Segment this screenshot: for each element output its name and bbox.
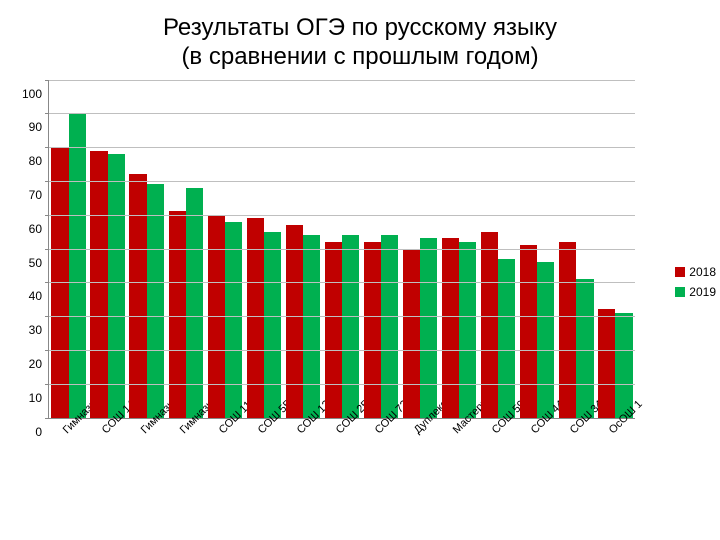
bar-2018 (286, 225, 303, 418)
legend-label: 2018 (689, 265, 716, 279)
y-tick-label: 70 (0, 188, 42, 202)
y-tick-mark (45, 350, 49, 351)
gridline (49, 215, 635, 216)
legend-item: 2019 (675, 285, 716, 299)
bar-2018 (520, 245, 537, 417)
bar-2018 (364, 242, 381, 418)
bar-2019 (147, 184, 164, 417)
bar-2019 (342, 235, 359, 418)
chart-area: Гимназия 4СОШ 146Гимназия 10Гимназия 31С… (0, 80, 720, 538)
y-tick-label: 10 (0, 391, 42, 405)
bar-2019 (108, 154, 125, 418)
y-tick-mark (45, 215, 49, 216)
legend-swatch (675, 287, 685, 297)
bar-2018 (129, 174, 146, 417)
bar-2018 (481, 232, 498, 418)
bar-2018 (403, 249, 420, 418)
y-tick-mark (45, 113, 49, 114)
legend-item: 2018 (675, 265, 716, 279)
y-tick-label: 80 (0, 154, 42, 168)
plot-area: Гимназия 4СОШ 146Гимназия 10Гимназия 31С… (48, 80, 635, 419)
y-tick-mark (45, 181, 49, 182)
bar-2019 (420, 238, 437, 417)
bar-2019 (537, 262, 554, 417)
bar-2019 (576, 279, 593, 418)
y-tick-label: 100 (0, 87, 42, 101)
bar-2018 (559, 242, 576, 418)
y-tick-mark (45, 80, 49, 81)
y-tick-mark (45, 418, 49, 419)
chart-title: Результаты ОГЭ по русскому языку (в срав… (0, 0, 720, 72)
bar-2019 (303, 235, 320, 418)
gridline (49, 282, 635, 283)
y-tick-mark (45, 249, 49, 250)
y-tick-label: 90 (0, 120, 42, 134)
bar-2019 (381, 235, 398, 418)
gridline (49, 80, 635, 81)
y-tick-mark (45, 384, 49, 385)
legend-swatch (675, 267, 685, 277)
y-tick-label: 40 (0, 289, 42, 303)
bar-2019 (69, 113, 86, 417)
legend-label: 2019 (689, 285, 716, 299)
bar-2018 (90, 151, 107, 418)
gridline (49, 350, 635, 351)
y-tick-mark (45, 282, 49, 283)
bar-2019 (615, 313, 632, 418)
legend: 2018 2019 (675, 265, 716, 305)
gridline (49, 316, 635, 317)
y-tick-label: 50 (0, 256, 42, 270)
bar-2019 (264, 232, 281, 418)
bar-2018 (598, 309, 615, 417)
chart-title-line2: (в сравнении с прошлым годом) (0, 43, 720, 72)
y-tick-label: 30 (0, 323, 42, 337)
bar-2019 (459, 242, 476, 418)
y-tick-label: 20 (0, 357, 42, 371)
gridline (49, 181, 635, 182)
chart-title-line1: Результаты ОГЭ по русскому языку (0, 14, 720, 43)
y-tick-mark (45, 147, 49, 148)
gridline (49, 384, 635, 385)
bar-2019 (225, 222, 242, 418)
bar-2018 (169, 211, 186, 417)
y-tick-mark (45, 316, 49, 317)
gridline (49, 113, 635, 114)
y-tick-label: 0 (0, 425, 42, 439)
y-tick-label: 60 (0, 222, 42, 236)
bar-2018 (442, 238, 459, 417)
bar-2018 (325, 242, 342, 418)
gridline (49, 147, 635, 148)
gridline (49, 249, 635, 250)
